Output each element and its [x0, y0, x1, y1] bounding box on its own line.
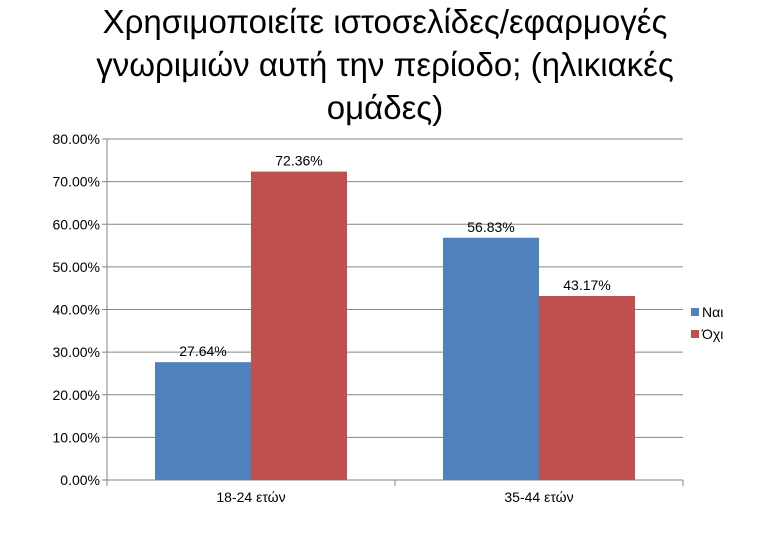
bar [539, 295, 635, 480]
data-labels: 27.64% 72.36% 56.83% 43.17% [179, 153, 610, 360]
y-tick-label: 20.00% [53, 387, 100, 403]
data-label: 72.36% [275, 153, 322, 169]
x-tick-label: 18-24 ετών [216, 489, 285, 505]
y-tick-label: 60.00% [53, 216, 100, 232]
x-axis: 18-24 ετών 35-44 ετών [106, 479, 684, 505]
y-tick-label: 10.00% [53, 429, 100, 445]
y-tick-label: 50.00% [53, 259, 100, 275]
chart-title-line-1: Χρησιμοποιείτε ιστοσελίδες/εφαρμογές [102, 3, 668, 40]
x-tick-label: 35-44 ετών [504, 489, 573, 505]
legend-swatch [691, 308, 699, 316]
y-tick-label: 40.00% [53, 302, 100, 318]
bar [443, 237, 539, 480]
bars [155, 171, 635, 481]
y-axis: 0.00% 10.00% 20.00% 30.00% 40.00% 50.00% 60.00… [53, 131, 108, 488]
legend-label: Όχι [701, 326, 723, 342]
y-tick-label: 80.00% [53, 131, 100, 147]
chart-title: Χρησιμοποιείτε ιστοσελίδες/εφαρμογές γνω… [0, 0, 770, 129]
bar [155, 362, 251, 480]
y-tick-label: 70.00% [53, 174, 100, 190]
data-label: 56.83% [467, 219, 514, 235]
bar [251, 171, 347, 481]
chart-title-line-2: γνωριμιών αυτή την περίοδο; (ηλικιακές [96, 46, 674, 83]
legend-swatch [691, 330, 699, 338]
data-label: 27.64% [179, 343, 226, 359]
y-tick-label: 0.00% [60, 472, 100, 488]
legend-label: Ναι [702, 304, 723, 320]
data-label: 43.17% [563, 277, 610, 293]
legend: Ναι Όχι [691, 304, 723, 342]
y-tick-label: 30.00% [53, 344, 100, 360]
chart-title-line-3: ομάδες) [326, 89, 444, 126]
